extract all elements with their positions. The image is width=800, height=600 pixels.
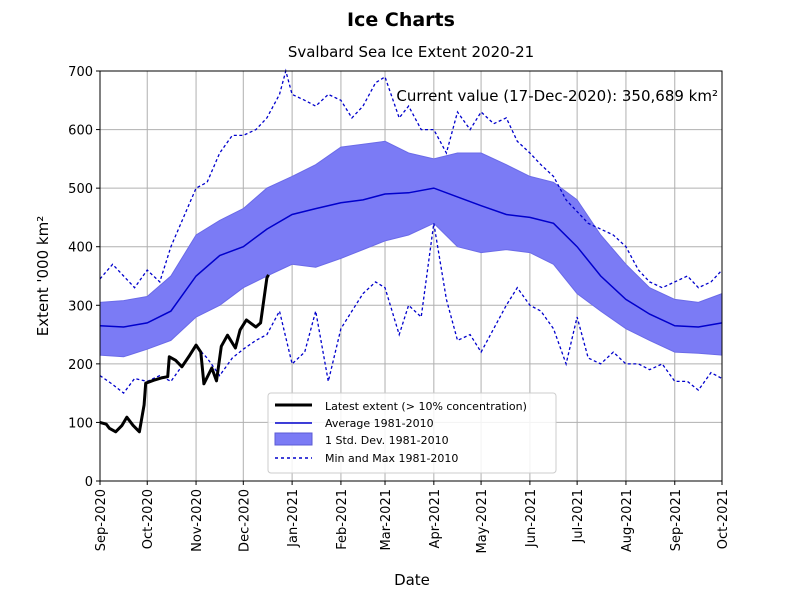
- y-tick-label: 0: [85, 475, 93, 490]
- current-value-annotation: Current value (17-Dec-2020): 350,689 km²: [396, 87, 718, 105]
- x-tick-label: May-2021: [475, 489, 490, 553]
- x-tick-label: Sep-2020: [94, 489, 109, 551]
- y-tick-label: 100: [68, 416, 93, 431]
- x-tick-label: Apr-2021: [428, 489, 443, 548]
- legend-minmax: Min and Max 1981-2010: [325, 452, 458, 465]
- legend-std: 1 Std. Dev. 1981-2010: [325, 434, 449, 447]
- y-tick-label: 600: [68, 124, 93, 139]
- x-axis-ticks: Sep-2020 Oct-2020 Nov-2020 Dec-2020 Jan-2021…: [94, 481, 731, 553]
- y-axis-label: Extent '000 km²: [34, 216, 52, 336]
- legend-latest: Latest extent (> 10% concentration): [325, 400, 527, 413]
- y-tick-label: 200: [68, 358, 93, 373]
- x-tick-label: Feb-2021: [335, 489, 350, 550]
- legend-box: [267, 392, 557, 474]
- series-layer: [99, 68, 723, 434]
- x-tick-label: Oct-2020: [141, 489, 156, 549]
- x-tick-label: Mar-2021: [379, 489, 394, 550]
- y-tick-label: 400: [68, 241, 93, 256]
- y-tick-label: 500: [68, 182, 93, 197]
- chart-title: Svalbard Sea Ice Extent 2020-21: [288, 43, 534, 61]
- legend-average: Average 1981-2010: [325, 417, 434, 430]
- std-dev-band: [99, 140, 723, 358]
- legend-std-swatch: [274, 432, 313, 446]
- y-axis-ticks: 0 100 200 300 400 500 600 700: [68, 65, 100, 490]
- y-tick-label: 300: [68, 299, 93, 314]
- x-tick-label: Aug-2021: [620, 489, 635, 552]
- latest-extent-line: [99, 274, 270, 434]
- x-tick-label: Jan-2021: [286, 489, 301, 548]
- x-tick-label: Jun-2021: [524, 489, 539, 548]
- average-line: [99, 187, 723, 328]
- plot-frame: [99, 70, 723, 482]
- suptitle: Ice Charts: [347, 9, 455, 31]
- x-tick-label: Sep-2021: [669, 489, 684, 551]
- legend: Latest extent (> 10% concentration) Aver…: [267, 392, 557, 474]
- y-tick-label: 700: [68, 65, 93, 80]
- x-tick-label: Jul-2021: [571, 489, 586, 543]
- x-tick-label: Nov-2020: [190, 489, 205, 552]
- x-tick-label: Dec-2020: [237, 489, 252, 552]
- max-line: [99, 68, 723, 289]
- x-axis-label: Date: [394, 571, 430, 589]
- x-tick-label: Oct-2021: [716, 489, 731, 549]
